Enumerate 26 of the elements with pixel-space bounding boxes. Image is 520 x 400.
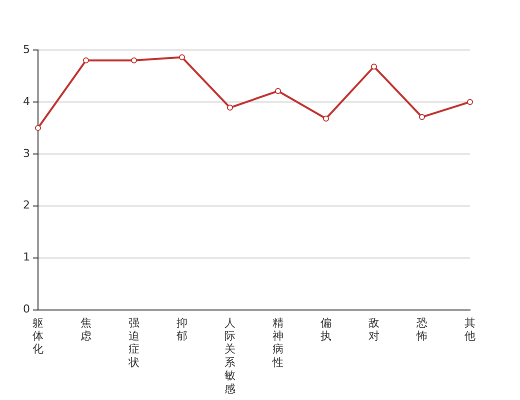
y-tick-label: 2 bbox=[23, 198, 30, 212]
x-tick-label: 人际关系敏感 bbox=[224, 316, 236, 396]
x-tick-label: 焦虑 bbox=[80, 316, 92, 342]
point bbox=[275, 88, 281, 94]
point bbox=[227, 104, 233, 111]
point bbox=[467, 98, 473, 105]
x-tick-label: 强迫症状 bbox=[128, 316, 140, 369]
point bbox=[419, 114, 425, 120]
x-tick-label: 其他 bbox=[464, 316, 476, 342]
y-tick-label: 3 bbox=[23, 146, 30, 160]
point bbox=[83, 57, 89, 64]
x-tick-label: 偏执 bbox=[320, 316, 332, 342]
x-tick-label: 抑郁 bbox=[176, 316, 188, 342]
y-tick-label: 5 bbox=[23, 42, 30, 56]
point bbox=[323, 116, 329, 122]
x-tick-label: 敌对 bbox=[368, 316, 380, 342]
point bbox=[179, 54, 185, 60]
point bbox=[371, 64, 377, 70]
y-tick-label: 4 bbox=[23, 94, 30, 108]
point bbox=[131, 57, 137, 64]
x-tick-label: 精神病性 bbox=[272, 316, 284, 369]
y-tick-label: 0 bbox=[23, 302, 30, 316]
y-tick-label: 1 bbox=[23, 250, 30, 264]
point bbox=[35, 124, 41, 131]
x-tick-label: 恐怖 bbox=[416, 316, 428, 342]
x-tick-label: 躯体化 bbox=[32, 316, 44, 356]
